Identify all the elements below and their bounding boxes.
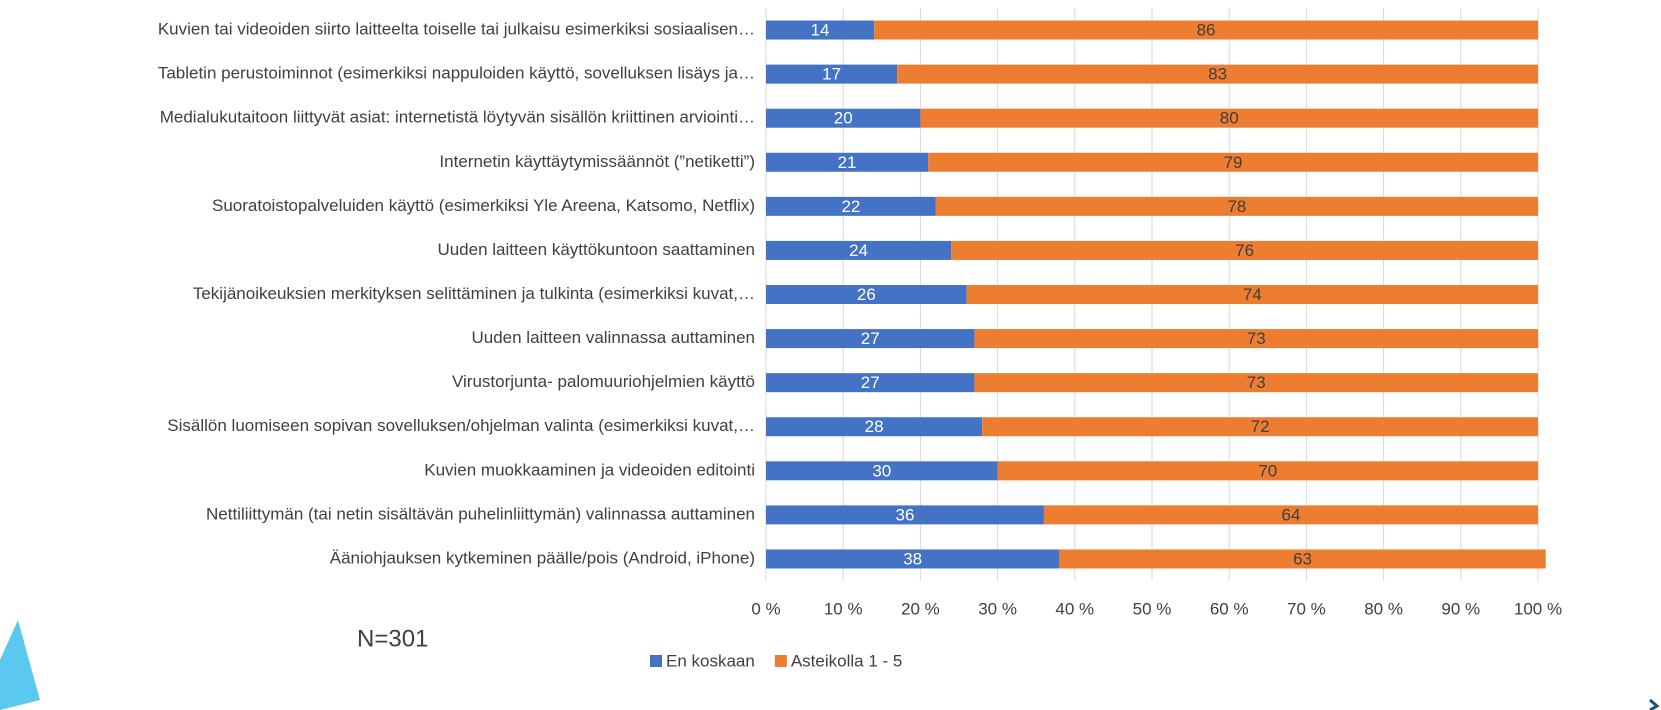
category-label: Internetin käyttäytymissäännöt (”netiket…	[439, 152, 755, 171]
category-label: Suoratoistopalveluiden käyttö (esimerkik…	[212, 196, 755, 215]
data-label: 78	[1227, 197, 1246, 216]
bar-segment	[766, 417, 983, 437]
category-label: Tabletin perustoiminnot (esimerkiksi nap…	[158, 64, 755, 83]
category-label: Medialukutaitoon liittyvät asiat: intern…	[160, 108, 755, 127]
x-tick-label: 70 %	[1287, 599, 1326, 618]
x-tick-label: 50 %	[1133, 599, 1172, 618]
category-label: Ääniohjauksen kytkeminen päälle/pois (An…	[330, 548, 755, 567]
bar-segment	[766, 152, 929, 172]
bar-segment	[766, 108, 921, 128]
data-label: 86	[1197, 21, 1216, 40]
x-tick-label: 20 %	[901, 599, 940, 618]
x-tick-label: 40 %	[1055, 599, 1094, 618]
x-tick-label: 10 %	[824, 599, 863, 618]
legend-label: En koskaan	[666, 651, 755, 670]
bar-segment	[766, 329, 975, 349]
bar-segment	[766, 20, 875, 40]
data-label: 74	[1243, 285, 1262, 304]
decoration	[0, 620, 40, 710]
data-label: 70	[1258, 461, 1277, 480]
data-label: 21	[838, 153, 857, 172]
bar-segment	[974, 329, 1538, 349]
bar-segment	[974, 373, 1538, 393]
category-label: Tekijänoikeuksien merkityksen selittämin…	[193, 284, 755, 303]
data-label: 27	[861, 329, 880, 348]
data-label: 17	[822, 65, 841, 84]
legend-label: Asteikolla 1 - 5	[791, 651, 903, 670]
bar-segment	[951, 240, 1538, 260]
data-label: 20	[834, 109, 853, 128]
bar-segment	[766, 505, 1044, 525]
data-label: 80	[1220, 109, 1239, 128]
bar-segment	[997, 461, 1538, 481]
x-tick-label: 60 %	[1210, 599, 1249, 618]
bar-segment	[928, 152, 1538, 172]
bar-segment	[966, 285, 1538, 304]
bar-segment	[766, 64, 898, 84]
data-label: 22	[841, 197, 860, 216]
category-label: Uuden laitteen käyttökuntoon saattaminen	[437, 240, 755, 259]
data-label: 14	[811, 21, 830, 40]
x-tick-label: 0 %	[751, 599, 780, 618]
bar-segment	[766, 373, 975, 393]
bar-segment	[766, 240, 952, 260]
x-tick-label: 80 %	[1364, 599, 1403, 618]
data-label: 76	[1235, 241, 1254, 260]
bar-segment	[1043, 505, 1538, 525]
data-label: 27	[861, 373, 880, 392]
bar-segment	[982, 417, 1538, 437]
bar-segment	[1059, 549, 1546, 569]
data-label: 38	[903, 549, 922, 568]
bar-segment	[897, 64, 1538, 84]
category-label: Nettiliittymän (tai netin sisältävän puh…	[206, 504, 755, 523]
data-label: 73	[1247, 373, 1266, 392]
data-label: 36	[895, 505, 914, 524]
decoration	[1649, 698, 1660, 710]
category-label: Kuvien muokkaaminen ja videoiden editoin…	[424, 460, 755, 479]
data-label: 79	[1224, 153, 1243, 172]
bar-segment	[766, 285, 967, 304]
data-label: 64	[1281, 505, 1300, 524]
category-label: Kuvien tai videoiden siirto laitteelta t…	[158, 20, 755, 39]
bar-segment	[766, 196, 936, 216]
category-label: Virustorjunta- palomuuriohjelmien käyttö	[452, 372, 755, 391]
data-label: 24	[849, 241, 868, 260]
x-tick-label: 90 %	[1441, 599, 1480, 618]
category-label: Sisällön luomiseen sopivan sovelluksen/o…	[167, 416, 755, 435]
bar-segment	[920, 108, 1538, 128]
data-label: 30	[872, 461, 891, 480]
bar-segment	[766, 549, 1060, 569]
bar-segment	[935, 196, 1538, 216]
legend-swatch	[774, 655, 787, 667]
bar-segment	[874, 20, 1538, 40]
x-tick-label: 100 %	[1514, 599, 1562, 618]
legend-swatch	[650, 655, 662, 667]
data-label: 72	[1251, 417, 1270, 436]
data-label: 83	[1208, 65, 1227, 84]
data-label: 63	[1293, 549, 1312, 568]
data-label: 28	[865, 417, 884, 436]
data-label: 26	[857, 285, 876, 304]
data-label: 73	[1247, 329, 1266, 348]
bar-segment	[766, 461, 998, 481]
x-tick-label: 30 %	[978, 599, 1017, 618]
annotation: N=301	[357, 625, 428, 652]
category-label: Uuden laitteen valinnassa auttaminen	[471, 328, 755, 347]
